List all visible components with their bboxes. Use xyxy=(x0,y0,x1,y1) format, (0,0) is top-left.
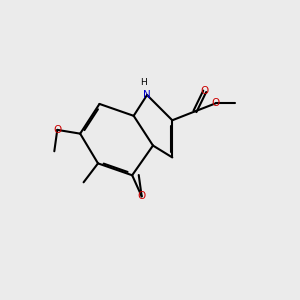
Text: O: O xyxy=(53,125,61,135)
Text: O: O xyxy=(201,86,209,96)
Text: O: O xyxy=(212,98,220,108)
Text: N: N xyxy=(143,90,151,100)
Text: H: H xyxy=(140,79,147,88)
Text: O: O xyxy=(138,191,146,201)
